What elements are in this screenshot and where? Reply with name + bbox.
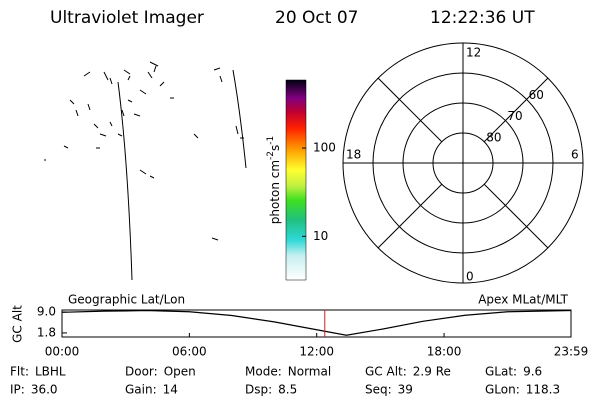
x-tick-label: 18:00 <box>427 345 462 359</box>
mlt-label: 18 <box>346 148 361 162</box>
meridian <box>117 81 133 281</box>
x-tick-label: 12:00 <box>299 345 334 359</box>
mlt-label: 12 <box>466 46 481 60</box>
colorbar-tick-label: 10 <box>313 229 328 243</box>
orbit-right-label: Apex MLat/MLT <box>478 293 568 307</box>
field-label: Seq: <box>365 383 392 397</box>
field-label: GC Alt: <box>365 365 407 379</box>
field-value: 2.9 Re <box>413 365 451 379</box>
meridian <box>232 69 247 169</box>
label-part: -1 <box>266 136 276 145</box>
field-value: 14 <box>163 383 178 397</box>
time: 12:22:36 UT <box>430 8 535 28</box>
label-part: -2 <box>266 151 276 160</box>
colorbar-tick-label: 100 <box>313 141 336 155</box>
map-image <box>44 61 247 281</box>
field-value: 39 <box>398 383 413 397</box>
mlt-diagonal <box>377 77 443 143</box>
y-axis-label: GC Alt <box>11 305 25 343</box>
field-label: GLon: <box>485 383 520 397</box>
plot-frame <box>61 309 572 338</box>
colorbar-label: photon cm-2s-1 <box>266 136 282 225</box>
field-label: Flt: <box>10 365 29 379</box>
mlt-diagonal <box>377 183 443 249</box>
field-value: Normal <box>288 365 331 379</box>
mlt-label: 0 <box>466 270 474 284</box>
field-label: Door: <box>125 365 158 379</box>
field-value: 9.6 <box>523 365 542 379</box>
orbit-left-label: Geographic Lat/Lon <box>68 293 185 307</box>
field-label: Dsp: <box>245 383 272 397</box>
mlt-diagonal <box>483 183 549 249</box>
mlt-label: 6 <box>571 148 579 162</box>
field-value: Open <box>164 365 196 379</box>
x-tick-label: 06:00 <box>172 345 207 359</box>
x-tick-label: 23:59 <box>554 345 589 359</box>
x-tick-label: 00:00 <box>45 345 80 359</box>
date: 20 Oct 07 <box>275 8 358 28</box>
field-value: 36.0 <box>31 383 58 397</box>
colorbar <box>285 79 307 281</box>
altitude-line <box>61 309 572 336</box>
field-label: Mode: <box>245 365 282 379</box>
lat-label: 80 <box>486 130 501 144</box>
field-label: GLat: <box>485 365 517 379</box>
field-label: IP: <box>10 383 25 397</box>
field-value: 118.3 <box>526 383 560 397</box>
label-part: photon cm <box>268 160 282 224</box>
mlt-diagonal <box>483 77 549 143</box>
y-tick-label: 9.0 <box>37 305 56 319</box>
label-part: s <box>268 145 282 151</box>
lat-label: 70 <box>507 109 522 123</box>
instrument: Ultraviolet Imager <box>50 8 204 28</box>
field-value: LBHL <box>35 365 66 379</box>
y-tick-label: 1.8 <box>37 325 56 339</box>
lat-label: 60 <box>529 88 544 102</box>
field-value: 8.5 <box>278 383 297 397</box>
coastline <box>44 61 244 241</box>
field-label: Gain: <box>125 383 157 397</box>
